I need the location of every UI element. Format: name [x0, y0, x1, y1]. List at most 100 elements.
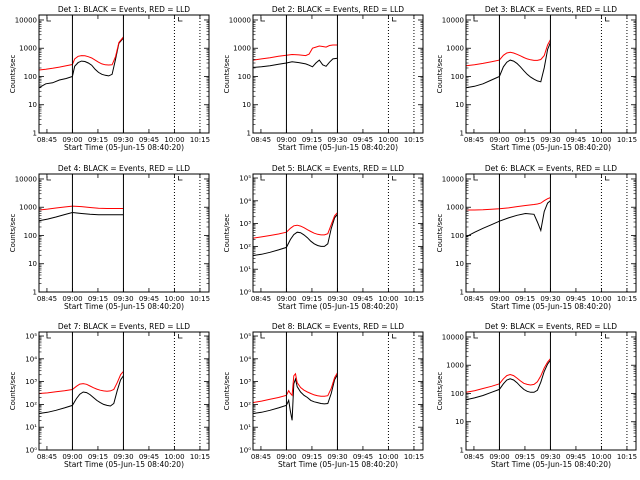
- plot-frame: [252, 14, 424, 134]
- x-tick-label: 10:00: [378, 453, 398, 461]
- x-axis-label: Start Time (05-Jun-15 08:40:20): [491, 302, 611, 311]
- x-tick-label: 09:00: [489, 295, 509, 303]
- chart-title: Det 4: BLACK = Events, RED = LLD: [58, 164, 190, 173]
- x-tick-label: 09:30: [540, 453, 560, 461]
- y-tick-label: 10000: [229, 16, 251, 24]
- y-axis-label: Counts/sec: [223, 372, 231, 411]
- y-tick-label: 10000: [442, 175, 464, 183]
- series-line-events: [252, 374, 338, 421]
- y-tick-label: 10³: [25, 378, 37, 386]
- x-tick-label: 09:15: [302, 136, 322, 144]
- x-tick-label: 10:15: [617, 136, 637, 144]
- chart-title: Det 9: BLACK = Events, RED = LLD: [485, 322, 617, 331]
- chart-panel-7: 10⁰ 10¹ 10² 10³ 10⁴ 10⁵ 08:45 09:00 09:15 09:30 09…: [9, 322, 210, 469]
- x-tick-label: 10:15: [190, 136, 210, 144]
- x-tick-label: 08:45: [37, 295, 57, 303]
- y-tick-label: 10: [455, 418, 464, 426]
- chart-title: Det 1: BLACK = Events, RED = LLD: [58, 5, 190, 14]
- y-tick-label: 10³: [239, 220, 251, 228]
- x-tick-label: 09:15: [88, 453, 108, 461]
- series-line-events: [38, 375, 124, 414]
- x-tick-label: 08:45: [251, 136, 271, 144]
- y-tick-label: 10⁴: [239, 355, 251, 363]
- y-tick-label: 10⁴: [25, 355, 37, 363]
- x-tick-label: 09:30: [327, 295, 347, 303]
- x-tick-label: 09:00: [62, 136, 82, 144]
- chart-panel-1: 1 10 100 1000 10000 08:45 09:00 09:15 09:30 09:45…: [9, 5, 210, 152]
- y-tick-label: 100: [451, 390, 464, 398]
- x-tick-label: 09:00: [276, 136, 296, 144]
- y-tick-label: 10: [242, 101, 251, 109]
- plot-frame: [38, 173, 210, 293]
- top-marker: [178, 334, 183, 339]
- chart-panel-3: 1 10 100 1000 10000 08:45 09:00 09:15 09:30 09:45…: [436, 5, 637, 152]
- series-line-lld: [252, 372, 338, 404]
- x-tick-label: 09:15: [515, 453, 535, 461]
- y-tick-label: 10³: [239, 378, 251, 386]
- x-tick-label: 09:00: [276, 295, 296, 303]
- y-tick-label: 10: [28, 260, 37, 268]
- x-tick-label: 09:45: [139, 453, 159, 461]
- series-line-events: [465, 42, 551, 89]
- series-line-lld: [38, 36, 124, 71]
- x-tick-label: 09:15: [302, 453, 322, 461]
- chart-grid: 1 10 100 1000 10000 08:45 09:00 09:15 09:30 09:45…: [9, 5, 637, 469]
- series-line-lld: [38, 371, 124, 394]
- x-tick-label: 10:15: [404, 295, 424, 303]
- y-tick-label: 10¹: [239, 424, 251, 432]
- series-line-events: [465, 200, 551, 238]
- y-tick-label: 10000: [442, 16, 464, 24]
- y-tick-label: 10¹: [239, 266, 251, 274]
- y-axis-label: Counts/sec: [9, 372, 17, 411]
- x-tick-label: 09:15: [515, 295, 535, 303]
- x-tick-label: 08:45: [251, 453, 271, 461]
- y-tick-label: 1000: [446, 362, 464, 370]
- x-tick-label: 09:45: [566, 453, 586, 461]
- plot-frame: [252, 331, 424, 451]
- x-tick-label: 09:45: [566, 136, 586, 144]
- x-tick-label: 09:00: [489, 136, 509, 144]
- y-tick-label: 10²: [239, 401, 251, 409]
- series-line-lld: [465, 358, 551, 393]
- x-tick-label: 10:00: [591, 453, 611, 461]
- series-line-lld: [252, 44, 338, 61]
- series-line-lld: [38, 205, 124, 211]
- y-tick-label: 10¹: [25, 424, 37, 432]
- y-tick-label: 10²: [239, 243, 251, 251]
- x-tick-label: 10:00: [591, 295, 611, 303]
- chart-panel-5: 10⁰ 10¹ 10² 10³ 10⁴ 10⁵ 08:45 09:00 09:15 09:30 09…: [223, 164, 424, 311]
- x-tick-label: 09:45: [139, 295, 159, 303]
- x-tick-label: 09:30: [540, 295, 560, 303]
- y-tick-label: 10⁰: [25, 447, 37, 455]
- x-tick-label: 09:00: [62, 453, 82, 461]
- series-line-events: [38, 37, 124, 89]
- x-axis-label: Start Time (05-Jun-15 08:40:20): [64, 302, 184, 311]
- y-tick-label: 10: [455, 260, 464, 268]
- series-line-events: [465, 360, 551, 401]
- plot-frame: [465, 331, 637, 451]
- x-tick-label: 10:15: [617, 295, 637, 303]
- top-marker: [178, 176, 183, 181]
- x-tick-label: 09:00: [62, 295, 82, 303]
- y-tick-label: 10⁰: [239, 289, 251, 297]
- plot-frame: [38, 331, 210, 451]
- y-axis-label: Counts/sec: [223, 55, 231, 94]
- x-axis-label: Start Time (05-Jun-15 08:40:20): [491, 460, 611, 469]
- x-tick-label: 09:00: [276, 453, 296, 461]
- plot-frame: [465, 173, 637, 293]
- x-axis-label: Start Time (05-Jun-15 08:40:20): [278, 143, 398, 152]
- y-tick-label: 100: [24, 73, 37, 81]
- top-marker: [178, 17, 183, 22]
- y-tick-label: 10000: [442, 333, 464, 341]
- x-tick-label: 10:00: [164, 453, 184, 461]
- chart-title: Det 6: BLACK = Events, RED = LLD: [485, 164, 617, 173]
- x-tick-label: 09:30: [327, 453, 347, 461]
- top-marker: [392, 334, 397, 339]
- x-tick-label: 09:30: [540, 136, 560, 144]
- chart-title: Det 3: BLACK = Events, RED = LLD: [485, 5, 617, 14]
- y-tick-label: 1000: [446, 204, 464, 212]
- x-tick-label: 10:15: [190, 295, 210, 303]
- chart-panel-9: 1 10 100 1000 10000 08:45 09:00 09:15 09:30 09:45…: [436, 322, 637, 469]
- x-tick-label: 09:15: [88, 136, 108, 144]
